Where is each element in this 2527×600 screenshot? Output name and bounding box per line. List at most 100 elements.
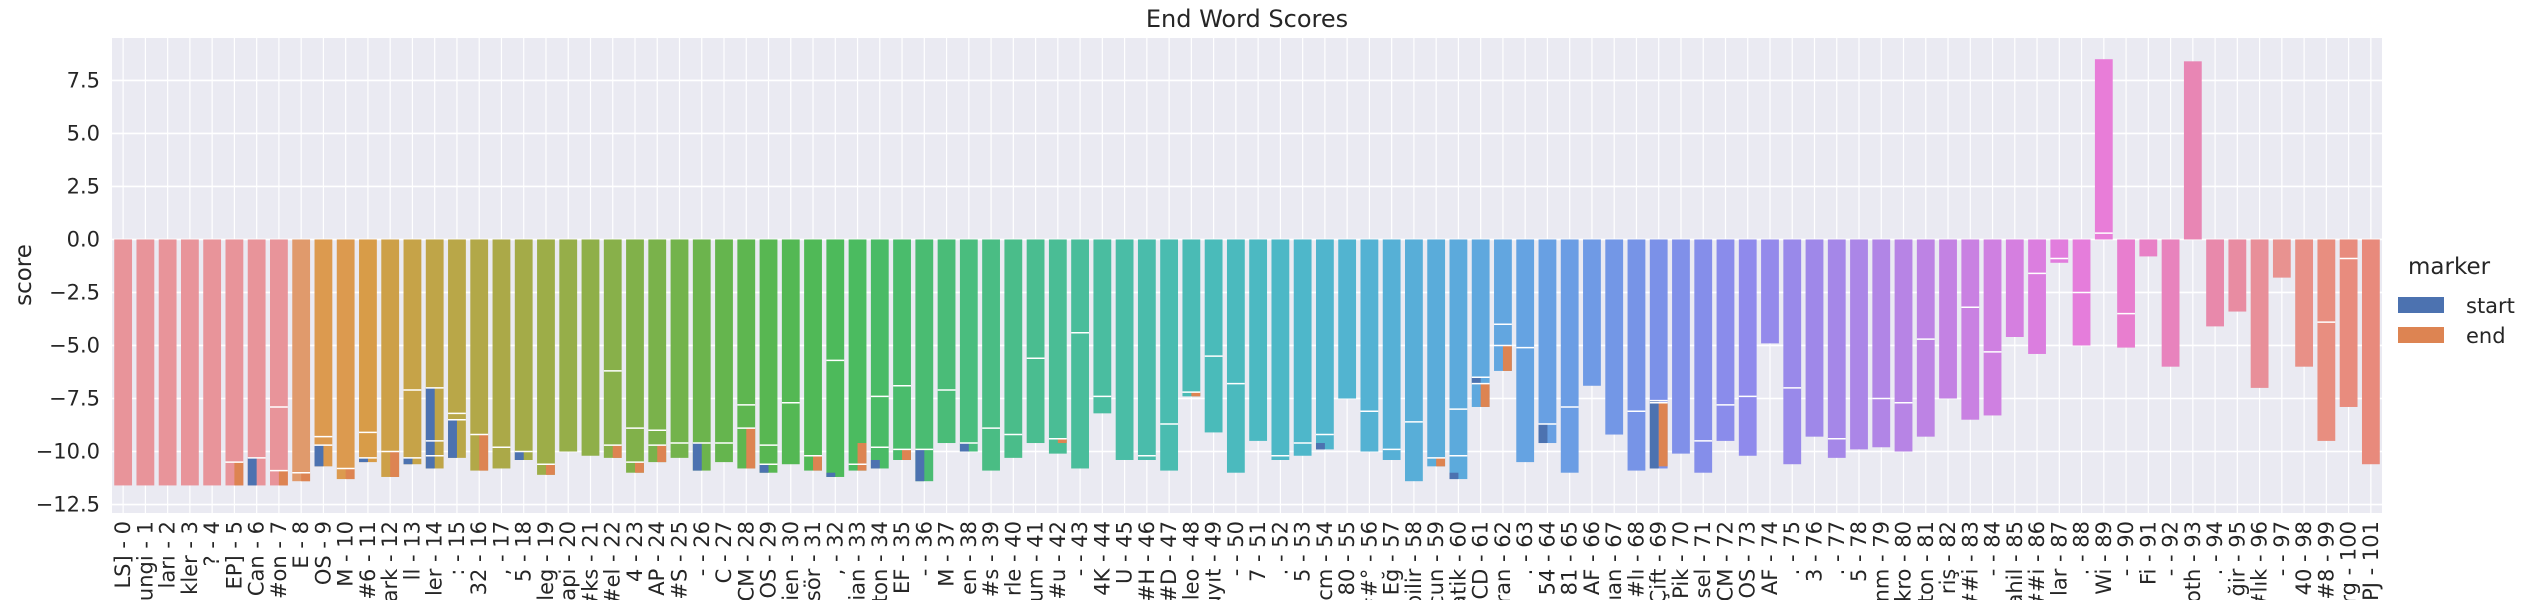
y-tick-label: −5.0	[49, 333, 100, 357]
bar	[1338, 239, 1357, 399]
x-tick-label: 4 - 23	[623, 521, 647, 582]
legend-swatch-end	[2398, 327, 2444, 343]
bar	[1182, 239, 1201, 397]
marker-start-segment	[870, 459, 880, 469]
bar	[1471, 239, 1490, 407]
bar	[1405, 239, 1423, 482]
x-tick-label: EP] - 5	[222, 521, 246, 589]
marker-start-segment	[915, 449, 925, 482]
x-tick-label: #ks - 21	[578, 521, 602, 600]
y-tick-label: 2.5	[67, 174, 100, 198]
x-tick-label: nm - 79	[1869, 521, 1893, 600]
x-tick-label: 3 - 76	[1803, 521, 1827, 582]
legend-swatch-start	[2398, 297, 2444, 313]
y-axis-ticks: −12.5 −10.0 −7.5 −5.0 −2.5 0.0 2.5 5.0 7.5	[36, 68, 100, 516]
bar	[2183, 61, 2202, 240]
legend-title: marker	[2408, 254, 2491, 280]
x-tick-label: Wi - 89	[2092, 521, 2116, 595]
x-tick-label: ien - 30	[779, 521, 803, 600]
marker-start-segment	[314, 445, 324, 467]
bar	[1449, 239, 1468, 480]
x-tick-label: rle - 40	[1001, 521, 1025, 596]
x-tick-label: - - 43	[1068, 521, 1092, 576]
x-tick-label: api - 20	[556, 521, 580, 600]
bar	[715, 239, 733, 463]
marker-start-segment	[1471, 377, 1481, 384]
x-tick-label: sör - 31	[801, 521, 825, 600]
bar	[1249, 239, 1268, 441]
marker-end-segment	[657, 445, 667, 463]
bar	[2361, 239, 2380, 465]
bar	[492, 239, 511, 469]
marker-end-segment	[301, 472, 311, 482]
bar	[1605, 239, 1624, 435]
marker-start-segment	[403, 457, 413, 465]
bar	[1360, 239, 1379, 452]
y-tick-label: 7.5	[67, 68, 100, 92]
marker-end-segment	[1658, 402, 1668, 467]
x-tick-label: EF - 35	[890, 521, 914, 594]
bar	[781, 239, 800, 465]
bar	[959, 239, 978, 452]
x-tick-label: ıan - 67	[1602, 521, 1626, 600]
x-tick-label: , - 17	[489, 521, 513, 575]
x-tick-label: ler - 14	[423, 521, 447, 596]
bar	[737, 239, 756, 469]
bar	[1672, 239, 1690, 454]
x-tick-label: Eğ - 57	[1380, 521, 1404, 595]
x-tick-label: U - 45	[1113, 521, 1137, 584]
bar	[2028, 239, 2046, 354]
plot-background	[112, 38, 2382, 513]
x-tick-label: en - 38	[957, 521, 981, 595]
x-tick-label: 4K - 44	[1090, 521, 1114, 596]
x-tick-label: . - 94	[2203, 521, 2227, 575]
bar	[1805, 239, 1824, 437]
bar	[2206, 239, 2224, 327]
marker-start-segment	[759, 464, 769, 473]
bar	[314, 239, 333, 467]
marker-start-segment	[359, 457, 368, 463]
x-tick-label: M - 10	[334, 521, 358, 587]
marker-end-segment	[612, 445, 622, 458]
x-tick-label: - - 90	[2114, 521, 2138, 576]
x-tick-label: CM - 72	[1713, 521, 1737, 600]
bar	[2139, 239, 2158, 257]
bar	[1115, 239, 1134, 460]
bar	[870, 239, 889, 469]
bar	[1382, 239, 1401, 460]
bar	[1872, 239, 1891, 448]
bar	[1204, 239, 1223, 433]
marker-start-segment	[692, 443, 702, 471]
bar	[2339, 239, 2358, 407]
bar	[2117, 239, 2135, 348]
bar	[1627, 239, 1646, 471]
marker-start-segment	[1449, 472, 1459, 480]
bar	[1538, 239, 1557, 444]
bar	[1983, 239, 2002, 416]
x-tick-label: CM - 28	[734, 521, 758, 600]
x-tick-label: OS - 73	[1736, 521, 1760, 599]
bar	[336, 239, 355, 480]
marker-start-segment	[247, 457, 257, 486]
x-tick-label: . - 63	[1513, 521, 1537, 575]
x-tick-label: #S - 25	[668, 521, 692, 600]
bar	[937, 239, 956, 444]
x-tick-label: Çift - 69	[1647, 521, 1671, 600]
x-tick-label: ? - 4	[200, 521, 224, 566]
y-axis-label: score	[11, 244, 37, 306]
bar	[1427, 239, 1446, 467]
bar	[648, 239, 667, 463]
x-tick-label: AF - 74	[1758, 521, 1782, 595]
x-tick-label: - - 84	[1981, 521, 2005, 576]
bar	[848, 239, 867, 471]
bar	[270, 239, 288, 486]
bar	[1226, 239, 1245, 473]
legend: marker start end	[2398, 254, 2515, 348]
bar	[1516, 239, 1535, 463]
chart-title: End Word Scores	[1146, 5, 1348, 33]
x-tick-label: - - 92	[2159, 521, 2183, 576]
x-tick-label: #H - 46	[1135, 521, 1159, 600]
bar	[2161, 239, 2180, 367]
x-tick-label: 32 - 16	[467, 521, 491, 595]
